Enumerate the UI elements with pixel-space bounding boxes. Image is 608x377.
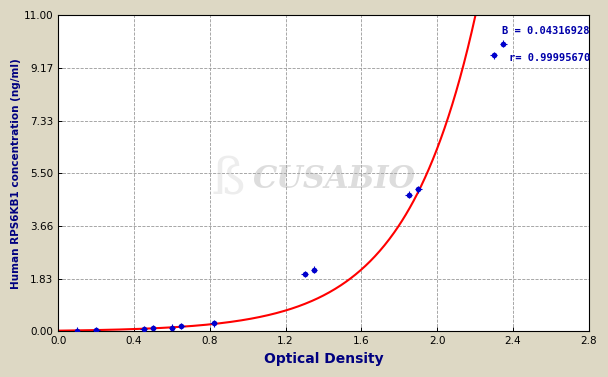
Text: CUSABIO: CUSABIO xyxy=(252,164,416,195)
X-axis label: Optical Density: Optical Density xyxy=(264,352,383,366)
Text: r= 0.99995670: r= 0.99995670 xyxy=(508,53,590,63)
Y-axis label: Human RPS6KB1 concentration (ng/ml): Human RPS6KB1 concentration (ng/ml) xyxy=(11,58,21,289)
Text: B = 0.04316928: B = 0.04316928 xyxy=(502,26,590,37)
Text: ß: ß xyxy=(212,155,245,204)
